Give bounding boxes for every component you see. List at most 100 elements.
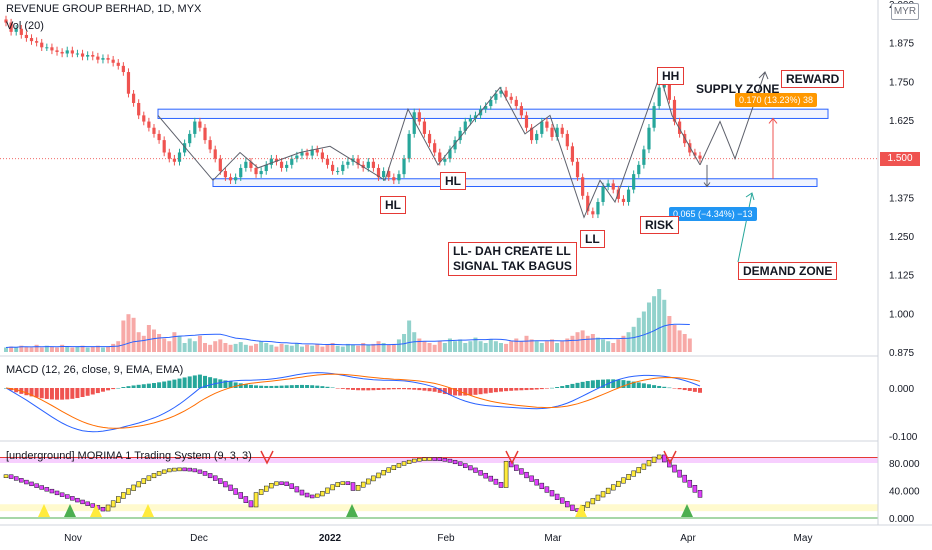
morima-candle bbox=[371, 475, 376, 482]
morima-candle bbox=[473, 467, 478, 473]
macd-histogram-bar bbox=[29, 388, 34, 397]
macd-histogram-bar bbox=[351, 388, 355, 390]
volume-bar bbox=[19, 345, 24, 352]
time-tick-label: 2022 bbox=[319, 533, 342, 544]
volume-bar bbox=[269, 344, 274, 352]
volume-bar bbox=[228, 344, 233, 352]
macd-histogram-bar bbox=[305, 385, 310, 388]
macd-histogram-bar bbox=[320, 386, 325, 388]
volume-bar bbox=[422, 341, 427, 352]
candle-body bbox=[387, 171, 391, 178]
volume-bar bbox=[254, 343, 259, 352]
candle-body bbox=[611, 183, 615, 190]
volume-bar bbox=[24, 346, 29, 352]
macd-histogram-bar bbox=[641, 383, 646, 388]
volume-bar bbox=[565, 338, 570, 352]
volume-bar bbox=[636, 317, 641, 352]
morima-candle bbox=[626, 474, 631, 481]
macd-histogram-bar bbox=[254, 385, 259, 388]
morima-candle bbox=[39, 485, 44, 490]
morima-candle bbox=[13, 476, 19, 481]
macd-histogram-bar bbox=[427, 388, 432, 392]
risk-pill: 0.065 (−4.34%) −13 bbox=[669, 207, 757, 221]
volume-bar bbox=[203, 343, 208, 352]
candle-body bbox=[188, 133, 192, 144]
morima-candle bbox=[427, 457, 432, 461]
morima-candle bbox=[514, 464, 519, 471]
morima-candle bbox=[182, 467, 187, 472]
candle-body bbox=[427, 133, 432, 144]
hl-label-2: HL bbox=[440, 172, 466, 190]
morima-candle bbox=[279, 481, 284, 486]
macd-histogram-bar bbox=[284, 385, 289, 388]
candle-body bbox=[402, 158, 406, 175]
macd-histogram-bar bbox=[672, 388, 677, 389]
candle-body bbox=[581, 177, 585, 196]
macd-tick-label: 0.000 bbox=[889, 384, 914, 395]
volume-bar bbox=[289, 345, 294, 352]
candle-body bbox=[601, 186, 605, 202]
volume-bar bbox=[442, 343, 447, 352]
morima-label: [underground] MORIMA 1 Trading System (9… bbox=[6, 450, 252, 462]
volume-bar bbox=[325, 344, 330, 352]
candle-body bbox=[397, 174, 401, 181]
morima-candle bbox=[565, 501, 570, 508]
macd-histogram-bar bbox=[248, 384, 253, 388]
macd-histogram-bar bbox=[575, 382, 580, 388]
morima-candle bbox=[600, 491, 606, 498]
volume-bar bbox=[682, 334, 687, 352]
morima-candle bbox=[228, 484, 233, 491]
candle-body bbox=[642, 149, 646, 165]
candle-body bbox=[162, 140, 166, 153]
morima-candle bbox=[687, 479, 693, 488]
volume-bar bbox=[534, 341, 539, 352]
time-tick-label: Dec bbox=[190, 533, 208, 544]
morima-candle bbox=[172, 467, 177, 472]
morima-candle bbox=[651, 456, 657, 463]
morima-candle bbox=[320, 491, 325, 497]
candle-body bbox=[356, 158, 360, 165]
morima-candle bbox=[264, 485, 269, 492]
macd-histogram-bar bbox=[259, 385, 264, 388]
volume-bar bbox=[39, 347, 44, 352]
volume-bar bbox=[550, 339, 555, 352]
candle-body bbox=[667, 75, 671, 100]
candle-body bbox=[116, 62, 120, 66]
morima-candle bbox=[621, 477, 626, 484]
candle-body bbox=[131, 93, 136, 103]
candle-body bbox=[70, 50, 74, 54]
volume-bar bbox=[70, 347, 75, 352]
volume-bar bbox=[259, 341, 264, 352]
macd-histogram-bar bbox=[80, 388, 85, 398]
candle-body bbox=[545, 121, 549, 128]
morima-candle bbox=[682, 474, 687, 483]
morima-tick-label: 40.000 bbox=[889, 487, 920, 498]
candle-body bbox=[274, 158, 279, 162]
volume-bar bbox=[162, 338, 167, 352]
morima-candle bbox=[457, 461, 463, 466]
candle-body bbox=[218, 158, 222, 172]
candle-body bbox=[330, 164, 335, 172]
macd-histogram-bar bbox=[646, 384, 651, 388]
currency-badge[interactable]: MYR bbox=[891, 3, 919, 20]
macd-histogram-bar bbox=[172, 379, 177, 388]
volume-bar bbox=[493, 341, 498, 352]
price-tick-label: 1.750 bbox=[889, 77, 914, 88]
macd-histogram-bar bbox=[136, 384, 141, 388]
macd-histogram-bar bbox=[698, 388, 702, 393]
macd-histogram-bar bbox=[177, 378, 182, 388]
volume-bar bbox=[75, 346, 80, 352]
volume-bar bbox=[213, 341, 218, 352]
candle-body bbox=[652, 106, 656, 128]
price-tick-label: 0.875 bbox=[889, 348, 914, 359]
macd-histogram-bar bbox=[24, 388, 29, 396]
macd-histogram-bar bbox=[167, 380, 172, 388]
macd-histogram-bar bbox=[141, 384, 146, 388]
candle-body bbox=[310, 149, 314, 156]
price-tick-label: 1.875 bbox=[889, 39, 914, 50]
volume-bar bbox=[106, 346, 111, 352]
candle-body bbox=[35, 41, 39, 43]
morima-candle bbox=[100, 506, 106, 512]
volume-bar bbox=[65, 346, 70, 352]
